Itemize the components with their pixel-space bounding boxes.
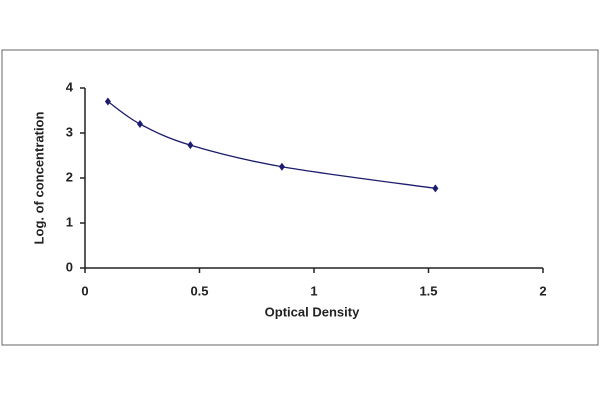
curve bbox=[107, 100, 436, 189]
point bbox=[432, 184, 439, 193]
y-tick-label: 1 bbox=[66, 214, 73, 229]
chart-frame bbox=[1, 49, 599, 346]
x-axis-label: Optical Density bbox=[265, 304, 360, 319]
x-tick-label: 0 bbox=[81, 283, 88, 298]
y-tick-label: 0 bbox=[66, 259, 73, 274]
point bbox=[136, 120, 143, 128]
y-axis-label: Log. of concentration bbox=[31, 112, 46, 245]
point bbox=[278, 162, 285, 171]
y-tick-label: 2 bbox=[66, 169, 73, 184]
x-tick-label: 0.5 bbox=[190, 283, 208, 298]
y-tick-label: 3 bbox=[66, 124, 73, 139]
x-tick-label: 1.5 bbox=[419, 283, 437, 298]
point bbox=[104, 97, 111, 106]
point bbox=[187, 141, 194, 150]
x-tick-label: 1 bbox=[310, 283, 317, 298]
x-tick-label: 2 bbox=[539, 283, 546, 298]
y-tick-label: 4 bbox=[66, 79, 74, 94]
